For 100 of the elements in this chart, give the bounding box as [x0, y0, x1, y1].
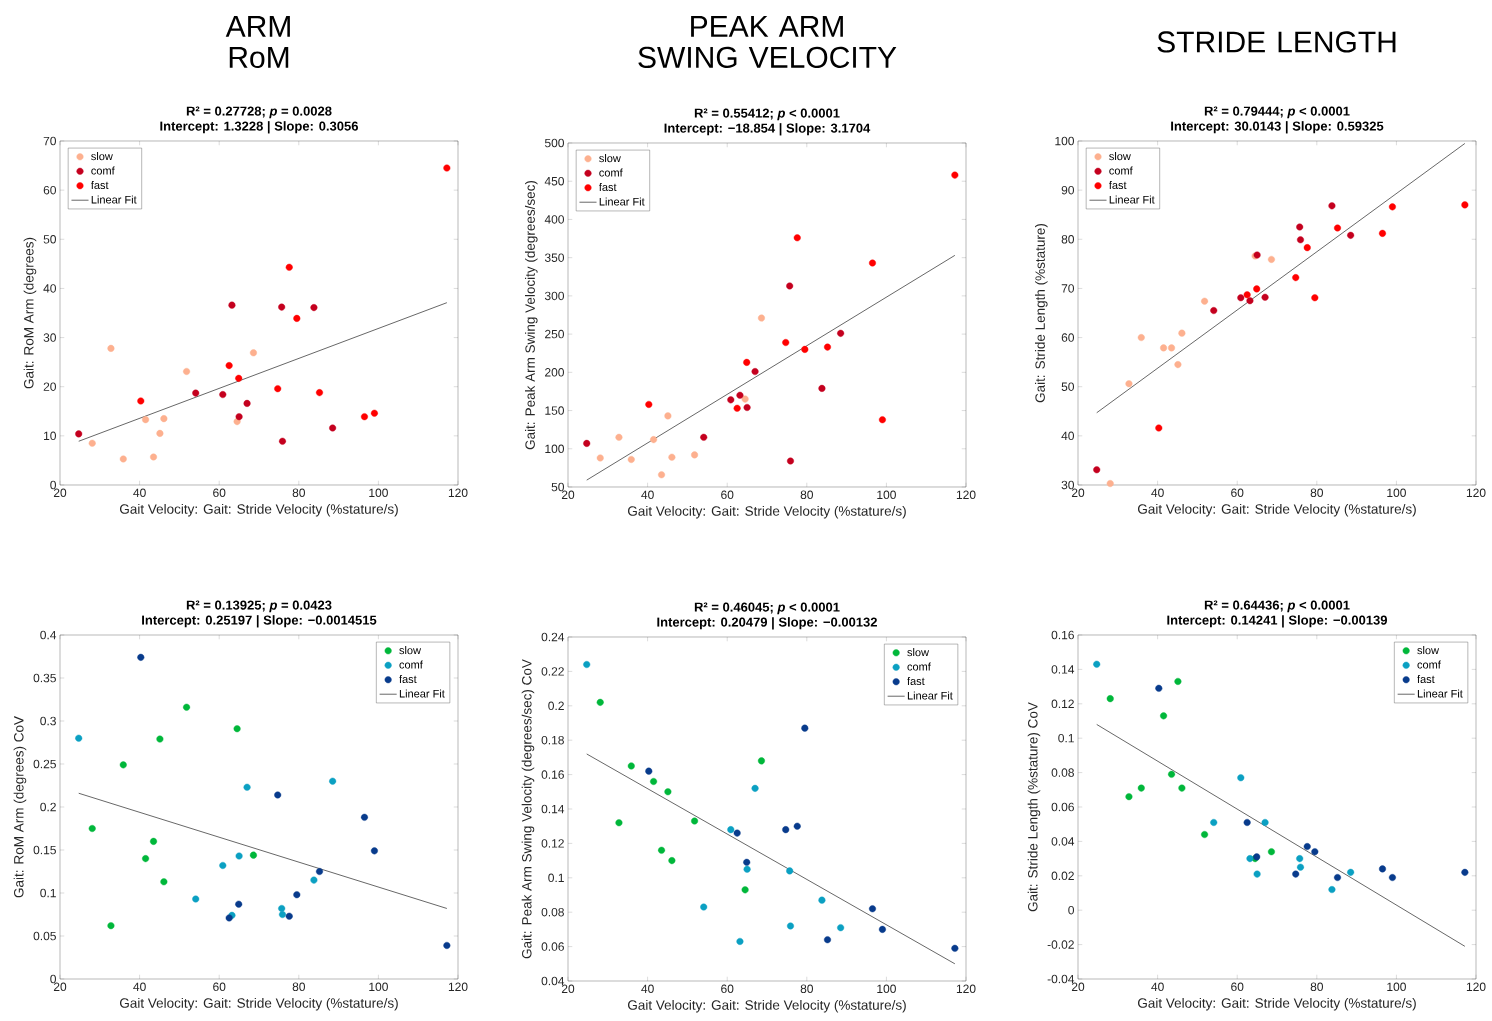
- legend-label: slow: [599, 154, 621, 163]
- x-tick-label: 40: [1151, 488, 1164, 498]
- y-tick-label: 0.35: [33, 673, 56, 683]
- x-tick-label: 20: [1071, 488, 1085, 498]
- y-tick-label: 0.05: [33, 931, 56, 941]
- x-tick-label: 60: [213, 488, 226, 498]
- text: Intercept: 0.25197 | Slope: −0.0014515: [142, 615, 377, 628]
- x-tick-label: 80: [1310, 982, 1324, 992]
- legend-label: Linear Fit: [599, 197, 645, 206]
- y-tick-label: 0.12: [1051, 699, 1074, 709]
- y-tick-label: 150: [545, 406, 565, 415]
- x-tick-label: 80: [292, 982, 306, 992]
- x-tick-label: 60: [213, 982, 226, 992]
- x-tick-label: 40: [1151, 982, 1164, 992]
- y-tick-label: 350: [544, 253, 565, 262]
- y-tick-label: 250: [545, 329, 565, 339]
- legend-label: comf: [1417, 660, 1441, 669]
- chart-subtitle: R² = 0.13925; p = 0.0423: [186, 600, 332, 613]
- x-tick-label: 100: [369, 488, 388, 498]
- text: Intercept: −18.854 | Slope: 3.1704: [664, 123, 871, 136]
- y-tick-label: 400: [544, 215, 565, 224]
- y-tick-label: 20: [43, 382, 56, 391]
- y-tick-label: 10: [44, 431, 56, 441]
- y-tick-label: 0.15: [33, 845, 56, 855]
- chart-subtitle: R² = 0.79444; p < 0.0001: [1204, 106, 1350, 119]
- chart-title: PEAK ARM SWING VELOCITY: [638, 16, 897, 68]
- x-axis-title: Gait Velocity: Gait: Stride Velocity (%stature/s): [1138, 503, 1416, 517]
- chart-subtitle: R² = 0.46045; p < 0.0001: [694, 602, 840, 615]
- y-tick-label: 0.04: [541, 976, 565, 986]
- y-tick-label: 30: [1061, 480, 1075, 490]
- y-tick-label: 0.14: [1051, 665, 1075, 674]
- y-tick-label: 0.12: [541, 839, 564, 848]
- legend-label: fast: [1109, 181, 1127, 190]
- text: Intercept: 0.20479 | Slope: −0.00132: [657, 617, 877, 630]
- legend-label: slow: [1417, 646, 1440, 655]
- x-tick-label: 120: [448, 488, 468, 498]
- x-tick-label: 120: [956, 984, 976, 994]
- y-tick-label: 50: [1061, 382, 1075, 391]
- legend-label: Linear Fit: [399, 689, 445, 698]
- y-tick-label: 0.04: [1051, 837, 1075, 846]
- y-tick-label: 0.06: [541, 942, 564, 951]
- chart-subtitle: R² = 0.64436; p < 0.0001: [1204, 600, 1350, 613]
- legend-label: fast: [907, 677, 925, 686]
- x-tick-label: 20: [1071, 982, 1085, 992]
- legend-label: slow: [1109, 152, 1131, 161]
- legend-label: fast: [599, 183, 617, 192]
- text: Intercept: 1.3228 | Slope: 0.3056: [160, 121, 358, 134]
- y-axis-title: Gait: Peak Arm Swing Velocity (degrees/sec): [525, 180, 538, 450]
- x-tick-label: 60: [1231, 488, 1244, 498]
- y-tick-label: 450: [544, 176, 565, 186]
- legend-label: fast: [399, 675, 417, 684]
- x-tick-label: 60: [721, 490, 734, 500]
- y-tick-label: 100: [545, 444, 565, 454]
- chart-title: ARM RoM: [225, 16, 290, 68]
- y-tick-label: 30: [43, 333, 56, 342]
- chart-subtitle: R² = 0.27728; p = 0.0028: [186, 106, 332, 119]
- x-tick-label: 100: [877, 490, 896, 500]
- legend-label: slow: [399, 646, 422, 655]
- y-tick-label: 0.16: [541, 770, 564, 779]
- legend-label: Linear Fit: [1109, 195, 1155, 204]
- x-axis-title: Gait Velocity: Gait: Stride Velocity (%stature/s): [1138, 997, 1416, 1011]
- y-axis-title: Gait: Stride Length (%stature): [1035, 223, 1048, 403]
- chart-subtitle: R² = 0.55412; p < 0.0001: [694, 108, 840, 121]
- y-tick-label: 100: [1055, 136, 1075, 146]
- y-tick-label: 50: [551, 482, 565, 492]
- y-tick-label: 40: [1061, 431, 1075, 441]
- legend-label: Linear Fit: [91, 195, 137, 204]
- x-tick-label: 80: [800, 490, 814, 500]
- x-tick-label: 40: [133, 488, 146, 498]
- y-axis-title: Gait: Peak Arm Swing Velocity (degrees/sec) CoV: [521, 659, 535, 959]
- x-axis-title: Gait Velocity: Gait: Stride Velocity (%stature/s): [120, 997, 398, 1011]
- x-tick-label: 20: [561, 984, 575, 994]
- y-tick-label: 0.1: [40, 888, 56, 898]
- x-tick-label: 120: [448, 982, 468, 992]
- y-tick-label: 0: [1068, 905, 1075, 915]
- x-tick-label: 100: [369, 982, 388, 992]
- x-tick-label: 40: [133, 982, 146, 992]
- x-tick-label: 80: [292, 488, 306, 498]
- y-tick-label: 0.3: [40, 716, 56, 726]
- legend-label: comf: [399, 660, 423, 669]
- y-tick-label: 0.24: [541, 632, 565, 642]
- y-tick-label: 80: [1061, 235, 1075, 244]
- y-axis-title: Gait: RoM Arm (degrees) CoV: [13, 716, 27, 898]
- text: Intercept: 0.14241 | Slope: −0.00139: [1167, 615, 1388, 628]
- legend-label: slow: [91, 152, 113, 161]
- y-tick-label: -0.02: [1047, 940, 1074, 949]
- legend-label: slow: [907, 648, 930, 657]
- legend-label: comf: [91, 166, 115, 175]
- legend-label: comf: [1109, 166, 1133, 175]
- y-tick-label: 0.1: [548, 873, 564, 883]
- x-tick-label: 20: [561, 490, 575, 500]
- x-tick-label: 40: [641, 490, 654, 500]
- y-tick-label: 500: [544, 138, 565, 148]
- y-tick-label: 0.08: [541, 907, 564, 917]
- y-tick-label: 0.4: [40, 630, 57, 640]
- y-tick-label: 0.08: [1051, 768, 1074, 777]
- x-axis-title: Gait Velocity: Gait: Stride Velocity (%stature/s): [628, 505, 906, 519]
- y-tick-label: 200: [545, 368, 565, 377]
- x-tick-label: 120: [956, 490, 976, 500]
- y-tick-label: 60: [43, 185, 56, 195]
